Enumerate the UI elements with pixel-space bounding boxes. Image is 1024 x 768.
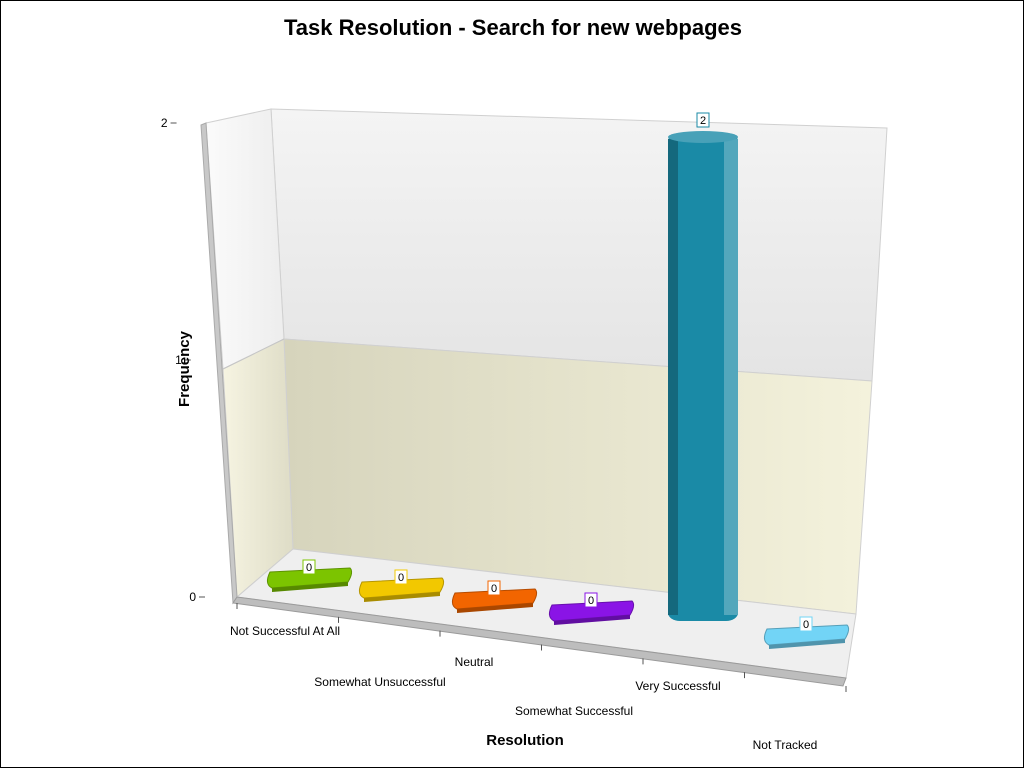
bar bbox=[763, 624, 850, 649]
x-tick-label: Not Tracked bbox=[753, 738, 818, 752]
data-label-text: 0 bbox=[588, 595, 594, 607]
bar-body bbox=[668, 133, 738, 621]
x-tick-label: Neutral bbox=[455, 655, 494, 669]
bar-edge bbox=[554, 615, 630, 625]
bar-edge bbox=[272, 582, 348, 592]
data-labels: 0 0 0 0 2 0 bbox=[302, 112, 813, 632]
y-axis-title: Frequency bbox=[176, 330, 193, 407]
data-label-text: 0 bbox=[398, 572, 404, 584]
bar bbox=[358, 577, 445, 602]
data-label-text: 0 bbox=[306, 562, 312, 574]
data-label: 0 bbox=[487, 580, 501, 596]
data-label-text: 0 bbox=[491, 583, 497, 595]
data-label-box bbox=[696, 112, 710, 128]
data-label-text: 2 bbox=[700, 115, 706, 127]
bar-highlight bbox=[724, 139, 738, 615]
data-label: 0 bbox=[302, 559, 316, 575]
back-wall-upper bbox=[270, 108, 888, 382]
x-tick-label: Not Successful At All bbox=[230, 624, 340, 638]
data-label: 0 bbox=[799, 616, 813, 632]
data-label: 0 bbox=[584, 592, 598, 608]
axes bbox=[236, 603, 847, 692]
bar-edge bbox=[457, 603, 533, 613]
bar-edge bbox=[364, 592, 440, 602]
bar bbox=[668, 131, 738, 621]
x-tick-label: Somewhat Unsuccessful bbox=[314, 675, 445, 689]
bar-top bbox=[668, 131, 738, 143]
y-tick-label: 2 bbox=[161, 116, 168, 130]
bar-shade-left bbox=[668, 139, 678, 615]
y-tick-label: 0 bbox=[189, 590, 196, 604]
x-tick-labels: Not Successful At All Somewhat Unsuccessf… bbox=[230, 624, 817, 752]
x-axis-title: Resolution bbox=[486, 732, 564, 749]
x-tick-label: Somewhat Successful bbox=[515, 704, 633, 718]
bars bbox=[266, 131, 850, 649]
bar bbox=[451, 588, 538, 613]
chart-title: Task Resolution - Search for new webpage… bbox=[284, 15, 742, 40]
data-label-box bbox=[799, 616, 813, 632]
data-label-box bbox=[584, 592, 598, 608]
plot-background bbox=[200, 108, 888, 687]
bar bbox=[266, 567, 353, 592]
bar bbox=[548, 600, 635, 625]
data-label-box bbox=[394, 569, 408, 585]
gridline-1 bbox=[222, 338, 285, 370]
data-label-box bbox=[302, 559, 316, 575]
data-label-text: 0 bbox=[803, 619, 809, 631]
data-label-box bbox=[487, 580, 501, 596]
x-tick-label: Very Successful bbox=[635, 679, 720, 693]
y-tick-labels: 0 1 2 bbox=[161, 116, 205, 604]
bar-edge bbox=[769, 639, 845, 649]
data-label: 2 bbox=[696, 112, 710, 128]
floor-edge bbox=[232, 596, 847, 687]
y-tick-label: 1 bbox=[175, 353, 182, 367]
data-label: 0 bbox=[394, 569, 408, 585]
